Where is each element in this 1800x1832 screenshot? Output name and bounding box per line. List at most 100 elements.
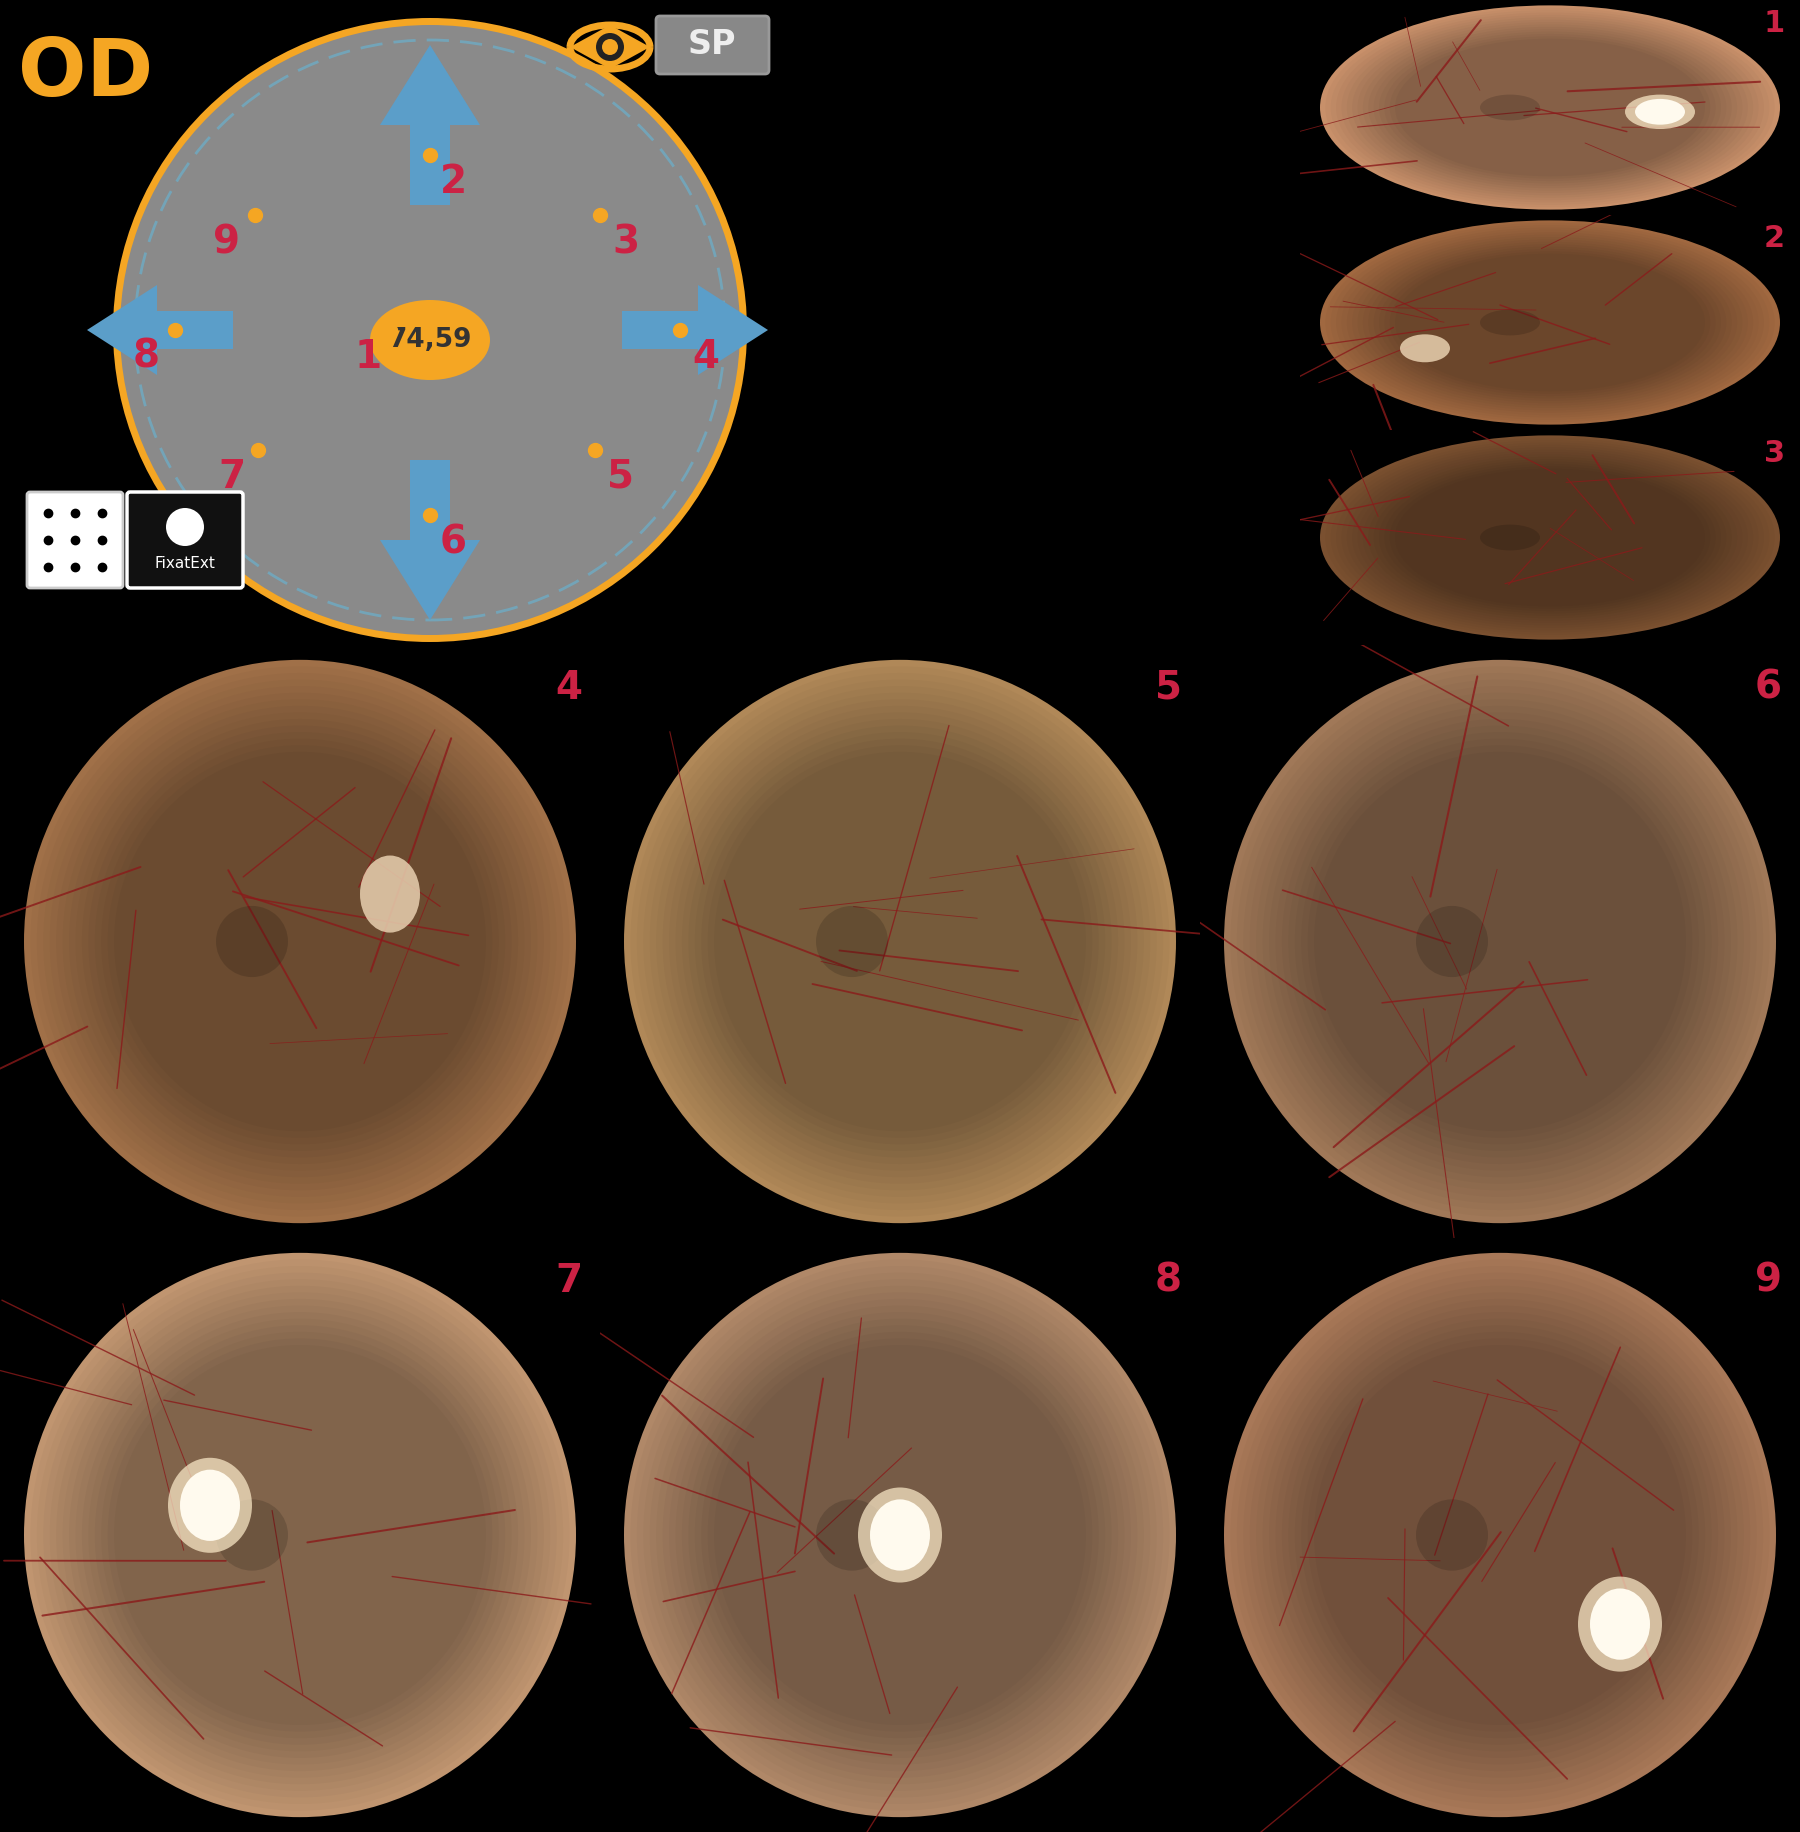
Ellipse shape	[1390, 37, 1710, 180]
Text: 5: 5	[607, 458, 634, 496]
Ellipse shape	[1276, 1306, 1724, 1764]
Ellipse shape	[1224, 660, 1777, 1224]
Ellipse shape	[43, 1273, 556, 1797]
Ellipse shape	[1363, 454, 1737, 621]
Ellipse shape	[1352, 234, 1748, 410]
Ellipse shape	[88, 725, 511, 1158]
Ellipse shape	[1341, 229, 1759, 416]
Ellipse shape	[695, 733, 1105, 1150]
Ellipse shape	[113, 18, 747, 641]
Ellipse shape	[707, 746, 1093, 1138]
Ellipse shape	[1325, 7, 1775, 207]
Ellipse shape	[23, 660, 576, 1224]
Ellipse shape	[1395, 38, 1705, 176]
Ellipse shape	[702, 1332, 1098, 1739]
Ellipse shape	[56, 1286, 544, 1784]
Ellipse shape	[1357, 236, 1742, 409]
Ellipse shape	[1373, 244, 1726, 401]
Ellipse shape	[1346, 447, 1753, 628]
Ellipse shape	[1256, 1286, 1744, 1784]
Polygon shape	[86, 286, 157, 376]
Ellipse shape	[1400, 333, 1451, 363]
Ellipse shape	[1363, 240, 1737, 405]
Ellipse shape	[371, 300, 490, 379]
Ellipse shape	[1368, 456, 1732, 617]
Ellipse shape	[1319, 436, 1780, 639]
Ellipse shape	[108, 746, 491, 1138]
Ellipse shape	[1368, 242, 1732, 403]
Ellipse shape	[88, 1319, 511, 1751]
Ellipse shape	[688, 1319, 1112, 1751]
Ellipse shape	[216, 1499, 288, 1570]
FancyBboxPatch shape	[655, 16, 769, 73]
Ellipse shape	[643, 680, 1157, 1204]
Ellipse shape	[1634, 99, 1685, 125]
Ellipse shape	[869, 1499, 931, 1570]
Ellipse shape	[650, 687, 1150, 1196]
Polygon shape	[698, 286, 769, 376]
Ellipse shape	[1269, 1299, 1732, 1772]
Ellipse shape	[1379, 31, 1721, 183]
Ellipse shape	[682, 1312, 1118, 1759]
Ellipse shape	[675, 1306, 1125, 1764]
Ellipse shape	[1231, 667, 1769, 1216]
Ellipse shape	[650, 1279, 1150, 1792]
Ellipse shape	[1237, 672, 1764, 1209]
Ellipse shape	[625, 1253, 1175, 1817]
Polygon shape	[571, 26, 650, 70]
Ellipse shape	[682, 718, 1118, 1163]
Ellipse shape	[1373, 29, 1726, 185]
Ellipse shape	[113, 1345, 486, 1726]
Ellipse shape	[113, 751, 486, 1130]
Text: 5: 5	[1156, 669, 1183, 707]
Ellipse shape	[216, 905, 288, 976]
Ellipse shape	[859, 1488, 941, 1583]
Ellipse shape	[1294, 733, 1705, 1150]
Ellipse shape	[1341, 445, 1759, 630]
Text: 2: 2	[1764, 224, 1786, 253]
Ellipse shape	[1390, 251, 1710, 394]
Text: 9: 9	[212, 224, 239, 260]
Ellipse shape	[1289, 1319, 1712, 1751]
Ellipse shape	[1282, 1312, 1717, 1759]
Text: 8: 8	[1156, 1262, 1183, 1299]
Ellipse shape	[1231, 1259, 1769, 1810]
Text: OD: OD	[18, 35, 153, 114]
Ellipse shape	[166, 507, 203, 546]
Text: 2: 2	[439, 163, 468, 202]
Ellipse shape	[1330, 225, 1769, 420]
Ellipse shape	[1336, 227, 1764, 418]
Ellipse shape	[180, 1469, 239, 1541]
Ellipse shape	[1480, 310, 1541, 335]
Ellipse shape	[1262, 700, 1737, 1183]
Ellipse shape	[1314, 751, 1687, 1130]
FancyBboxPatch shape	[128, 493, 243, 588]
Ellipse shape	[43, 680, 556, 1204]
Ellipse shape	[68, 705, 531, 1178]
Ellipse shape	[1319, 5, 1780, 209]
Ellipse shape	[1314, 1345, 1687, 1726]
Ellipse shape	[1352, 449, 1748, 625]
Ellipse shape	[670, 705, 1130, 1178]
Text: 4: 4	[554, 669, 581, 707]
Ellipse shape	[1276, 713, 1724, 1171]
Ellipse shape	[1579, 1577, 1661, 1671]
Ellipse shape	[1262, 1292, 1737, 1777]
Ellipse shape	[1417, 905, 1489, 976]
Ellipse shape	[1301, 738, 1699, 1145]
Text: 3: 3	[612, 224, 639, 260]
Text: 6: 6	[439, 522, 466, 561]
Text: 8: 8	[133, 337, 160, 376]
Ellipse shape	[63, 700, 538, 1183]
Ellipse shape	[1395, 255, 1705, 392]
Ellipse shape	[108, 1339, 491, 1731]
Text: SP: SP	[688, 29, 736, 62]
Ellipse shape	[1480, 524, 1541, 550]
Ellipse shape	[1395, 469, 1705, 606]
Ellipse shape	[715, 751, 1085, 1130]
Ellipse shape	[101, 1332, 499, 1739]
Ellipse shape	[625, 660, 1175, 1224]
Ellipse shape	[637, 1266, 1163, 1805]
Ellipse shape	[596, 33, 625, 60]
Ellipse shape	[1373, 460, 1726, 616]
